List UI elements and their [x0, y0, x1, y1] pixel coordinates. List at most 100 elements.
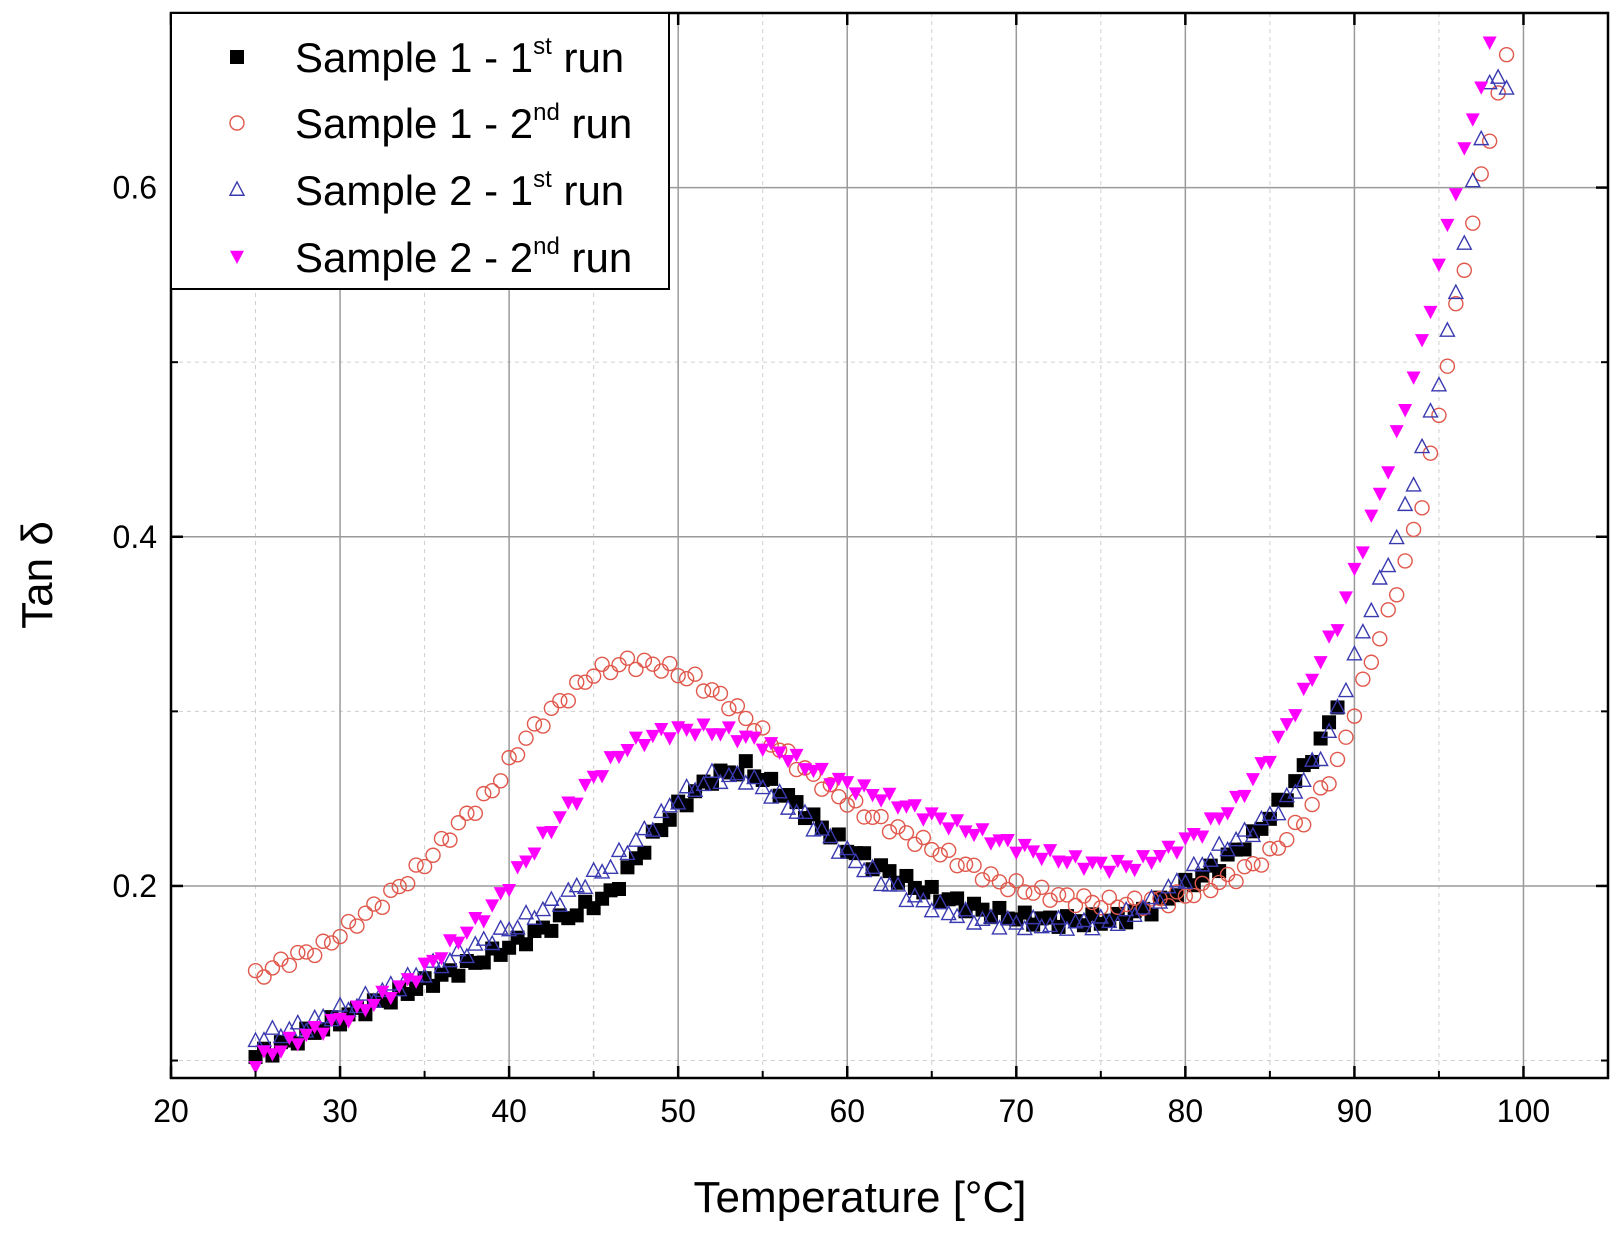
- data-point: [375, 985, 390, 1000]
- data-point: [492, 919, 509, 935]
- data-point: [923, 901, 940, 918]
- data-point: [915, 891, 932, 908]
- data-point: [1229, 790, 1244, 805]
- data-point: [552, 811, 567, 825]
- data-point: [391, 980, 408, 997]
- data-point: [366, 998, 381, 1013]
- data-point: [881, 824, 898, 840]
- data-point: [754, 778, 771, 795]
- data-point: [1489, 68, 1507, 84]
- data-point: [1110, 854, 1125, 869]
- data-point: [1102, 865, 1117, 880]
- legend-entry-sample2-run1: Sample 2 - 1st run: [228, 166, 624, 214]
- data-point: [492, 773, 509, 789]
- data-point: [1338, 591, 1353, 605]
- data-point: [873, 808, 889, 825]
- data-point: [1329, 698, 1346, 714]
- data-point: [771, 783, 788, 799]
- data-point: [1068, 850, 1083, 864]
- data-point: [1151, 893, 1169, 909]
- data-point: [1110, 899, 1126, 915]
- data-point: [594, 656, 610, 673]
- data-point: [1212, 812, 1227, 826]
- data-point: [983, 866, 999, 882]
- data-point: [610, 841, 628, 858]
- data-point: [1482, 36, 1497, 50]
- data-point: [1422, 402, 1439, 418]
- data-point: [434, 952, 449, 966]
- data-point: [637, 845, 652, 860]
- data-point: [1202, 851, 1219, 867]
- data-point: [315, 933, 331, 949]
- data-point: [864, 858, 881, 875]
- data-point: [967, 828, 982, 843]
- data-point: [593, 863, 611, 879]
- data-point: [1076, 918, 1091, 933]
- data-point: [307, 947, 323, 964]
- data-point: [1050, 886, 1067, 903]
- data-point: [907, 799, 922, 813]
- data-point: [1136, 850, 1151, 864]
- data-point: [1076, 862, 1091, 877]
- data-point: [1118, 896, 1134, 913]
- grid-major: [170, 13, 1608, 1078]
- data-point: [577, 878, 594, 894]
- data-point: [1211, 835, 1228, 851]
- data-point: [1169, 846, 1184, 860]
- data-point: [560, 693, 576, 709]
- data-point: [1288, 774, 1303, 789]
- data-point: [746, 768, 763, 785]
- data-point: [451, 936, 466, 950]
- data-point: [1160, 897, 1177, 914]
- data-point: [416, 967, 433, 983]
- data-point: [1312, 780, 1329, 796]
- data-point: [433, 830, 450, 847]
- data-point: [1025, 885, 1041, 901]
- data-point: [290, 1038, 305, 1052]
- data-point: [1203, 882, 1219, 899]
- data-point: [679, 798, 694, 813]
- data-point: [612, 881, 627, 896]
- data-point: [1287, 814, 1303, 831]
- data-point: [349, 1000, 364, 1014]
- data-point: [552, 692, 568, 709]
- data-point: [467, 805, 484, 822]
- data-point: [703, 762, 721, 778]
- data-point: [568, 876, 585, 893]
- data-point: [577, 674, 593, 690]
- data-point: [872, 875, 890, 892]
- data-point: [602, 664, 619, 681]
- x-tick-label: 100: [1497, 1093, 1550, 1129]
- data-point: [391, 878, 407, 895]
- data-point: [1016, 919, 1033, 936]
- data-point: [264, 960, 281, 976]
- data-point: [813, 820, 831, 836]
- data-point: [510, 861, 525, 875]
- data-point: [1118, 900, 1135, 917]
- data-point: [1337, 681, 1355, 698]
- data-point: [544, 826, 559, 840]
- data-point: [839, 797, 855, 813]
- data-point: [1228, 873, 1244, 890]
- data-point: [1481, 133, 1498, 149]
- data-point: [789, 795, 804, 810]
- data-point: [1017, 884, 1033, 900]
- data-point: [1017, 838, 1032, 853]
- data-point: [1262, 841, 1278, 857]
- data-point: [847, 852, 864, 869]
- data-point: [1092, 908, 1109, 924]
- data-point: [949, 857, 965, 874]
- data-point: [1270, 804, 1287, 821]
- data-point: [1372, 487, 1387, 502]
- data-point: [865, 789, 880, 803]
- data-point: [551, 896, 568, 912]
- data-point: [881, 876, 898, 892]
- data-point: [1119, 860, 1134, 874]
- data-point: [612, 750, 627, 765]
- data-point: [1423, 305, 1438, 320]
- data-point: [1237, 789, 1252, 804]
- legend-marker: [229, 115, 245, 131]
- data-point: [1008, 873, 1024, 889]
- data-point: [265, 1048, 280, 1062]
